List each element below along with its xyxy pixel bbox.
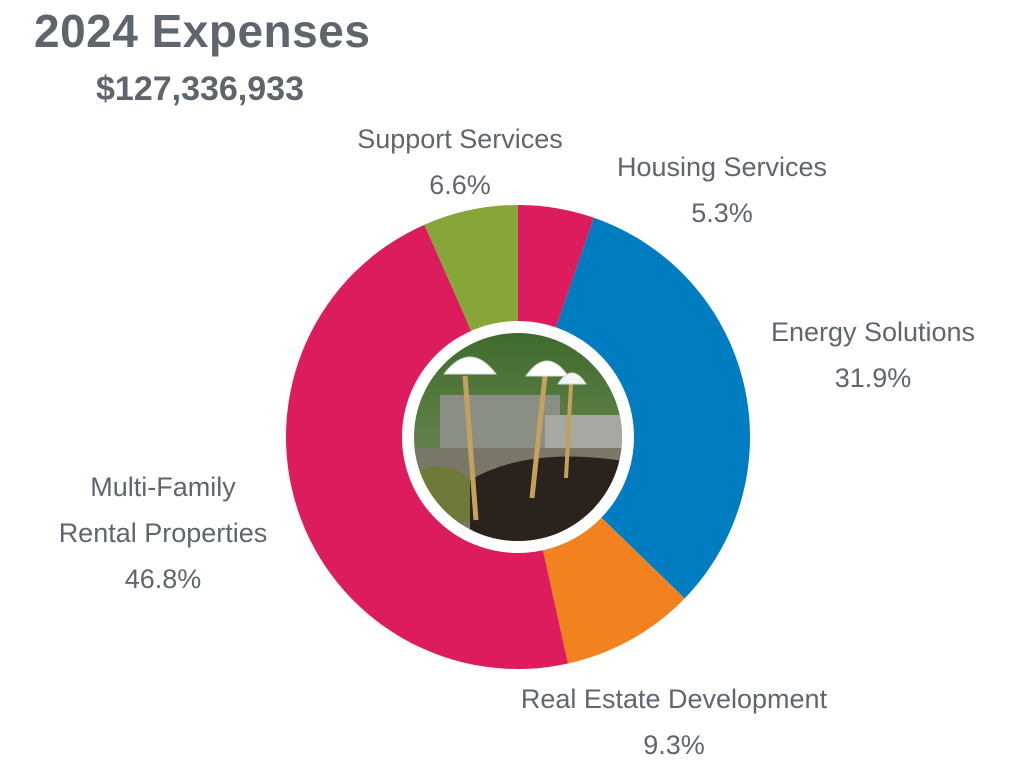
slice-percent: 9.3% bbox=[643, 730, 705, 760]
shovel-icon bbox=[557, 372, 587, 479]
slice-percent: 5.3% bbox=[691, 198, 753, 228]
slice-name-line-1: Multi-Family bbox=[90, 472, 236, 502]
shovel-icon bbox=[525, 360, 569, 499]
label-real-estate-development: Real Estate Development 9.3% bbox=[498, 676, 850, 768]
label-support-services: Support Services 6.6% bbox=[342, 116, 578, 208]
chart-title: 2024 Expenses bbox=[34, 5, 371, 57]
label-multi-family-rental-properties: Multi-Family Rental Properties 46.8% bbox=[40, 464, 286, 602]
label-energy-solutions: Energy Solutions 31.9% bbox=[756, 309, 990, 401]
label-housing-services: Housing Services 5.3% bbox=[604, 144, 840, 236]
slice-percent: 31.9% bbox=[834, 363, 912, 393]
slice-name: Support Services bbox=[357, 124, 563, 154]
slice-name: Real Estate Development bbox=[520, 684, 828, 714]
slice-name: Housing Services bbox=[616, 152, 828, 182]
shovel-icon bbox=[442, 356, 498, 521]
slice-name-line-2: Rental Properties bbox=[58, 518, 268, 548]
slice-energy-solutions bbox=[518, 217, 750, 599]
slice-percent: 6.6% bbox=[429, 170, 491, 200]
slice-name: Energy Solutions bbox=[770, 317, 976, 347]
total-expenses: $127,336,933 bbox=[96, 70, 304, 108]
slice-percent: 46.8% bbox=[124, 564, 202, 594]
